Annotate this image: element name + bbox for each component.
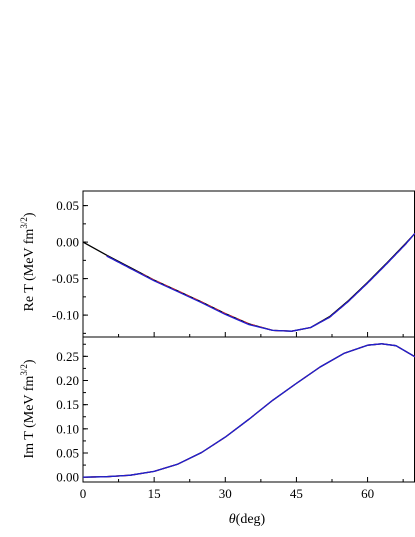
re-t-series <box>82 232 415 332</box>
y-tick-label: -0.05 <box>52 271 79 286</box>
series-line-blue <box>106 232 415 332</box>
im-t-series <box>82 343 415 478</box>
im-t-panel: 0.00 0.05 0.10 0.15 0.20 0.25 0 15 30 45 60 Im T (… <box>19 336 415 527</box>
re-t-ylabel: Re T (MeV fm <box>22 229 37 312</box>
x-tick-label: 15 <box>148 486 161 501</box>
re-t-panel: 0.05 0.00 -0.05 -0.10 Re T (MeV fm3/2) <box>19 190 415 338</box>
im-t-ylabel: Im T (MeV fm <box>22 376 37 459</box>
y-tick-label: 0.20 <box>56 373 79 388</box>
re-t-tick-labels: 0.05 0.00 -0.05 -0.10 <box>52 198 79 323</box>
re-t-ticks <box>82 190 415 338</box>
y-tick-label: -0.10 <box>52 308 79 323</box>
re-t-ylabel-sup: 3/2 <box>19 217 29 229</box>
series-line-black <box>82 232 415 332</box>
re-t-y-axis-title: Re T (MeV fm3/2) <box>19 212 37 311</box>
series-line-blue <box>82 343 415 478</box>
im-t-ticks <box>82 336 415 483</box>
x-tick-label: 45 <box>290 486 303 501</box>
series-line-red <box>82 343 415 478</box>
y-tick-label: 0.10 <box>56 421 79 436</box>
x-tick-label: 0 <box>80 486 87 501</box>
plot-frame <box>82 190 415 338</box>
im-t-ylabel-sup: 3/2 <box>19 364 29 376</box>
y-tick-label: 0.00 <box>56 470 79 485</box>
y-tick-label: 0.05 <box>56 198 79 213</box>
re-t-ylabel-close: ) <box>22 212 37 217</box>
x-axis-symbol: θ <box>229 512 236 527</box>
im-t-tick-labels: 0.00 0.05 0.10 0.15 0.20 0.25 0 15 30 45 60 <box>56 349 374 501</box>
y-tick-label: 0.15 <box>56 397 79 412</box>
x-axis-unit: (deg) <box>236 512 266 527</box>
x-tick-label: 30 <box>219 486 232 501</box>
y-tick-label: 0.00 <box>56 235 79 250</box>
im-t-y-axis-title: Im T (MeV fm3/2) <box>19 359 37 458</box>
svg-text:Im T (MeV fm3/2): Im T (MeV fm3/2) <box>19 359 37 458</box>
series-line-black <box>82 343 415 478</box>
y-tick-label: 0.25 <box>56 349 79 364</box>
y-tick-label: 0.05 <box>56 446 79 461</box>
im-t-ylabel-close: ) <box>22 359 37 364</box>
x-tick-label: 60 <box>361 486 374 501</box>
svg-text:Re T (MeV fm3/2): Re T (MeV fm3/2) <box>19 212 37 311</box>
x-axis-title: θ(deg) <box>229 512 266 527</box>
plot-frame <box>82 336 415 483</box>
